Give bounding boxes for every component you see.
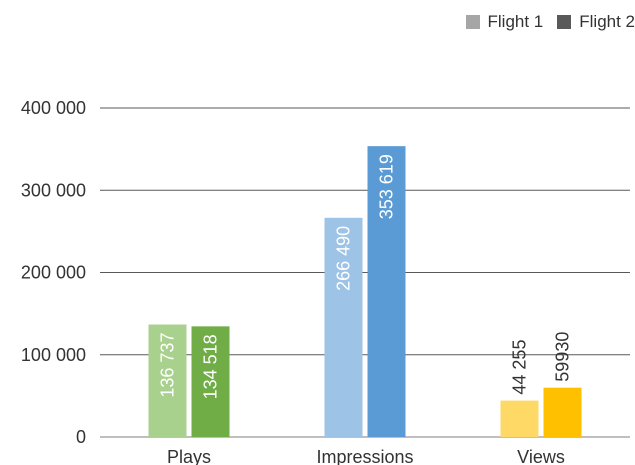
- category-label: Views: [517, 447, 565, 465]
- y-tick-label: 200 000: [21, 263, 86, 283]
- legend-swatch-flight-1: [465, 15, 480, 29]
- bar: [191, 326, 230, 437]
- data-label: 59930: [553, 332, 573, 382]
- data-label: 266 490: [334, 226, 354, 291]
- y-tick-label: 100 000: [21, 345, 86, 365]
- category-label: Impressions: [316, 447, 413, 465]
- y-tick-label: 300 000: [21, 180, 86, 200]
- legend-label-flight-2: Flight 2: [579, 12, 635, 31]
- bar: [148, 324, 187, 437]
- data-label: 353 619: [377, 154, 397, 219]
- legend: Flight 1 Flight 2: [465, 12, 635, 32]
- legend-item-flight-2: Flight 2: [557, 12, 635, 32]
- data-label: 134 518: [201, 334, 221, 399]
- bar: [324, 217, 363, 437]
- bar: [500, 400, 539, 437]
- legend-label-flight-1: Flight 1: [487, 12, 544, 31]
- y-tick-label: 0: [76, 427, 86, 447]
- bar: [543, 387, 582, 437]
- data-label: 136 737: [158, 333, 178, 398]
- data-label: 44 255: [510, 340, 530, 395]
- category-label: Plays: [167, 447, 211, 465]
- bar: [367, 146, 406, 437]
- legend-swatch-flight-2: [557, 15, 572, 29]
- legend-item-flight-1: Flight 1: [465, 12, 544, 32]
- y-tick-label: 400 000: [21, 98, 86, 118]
